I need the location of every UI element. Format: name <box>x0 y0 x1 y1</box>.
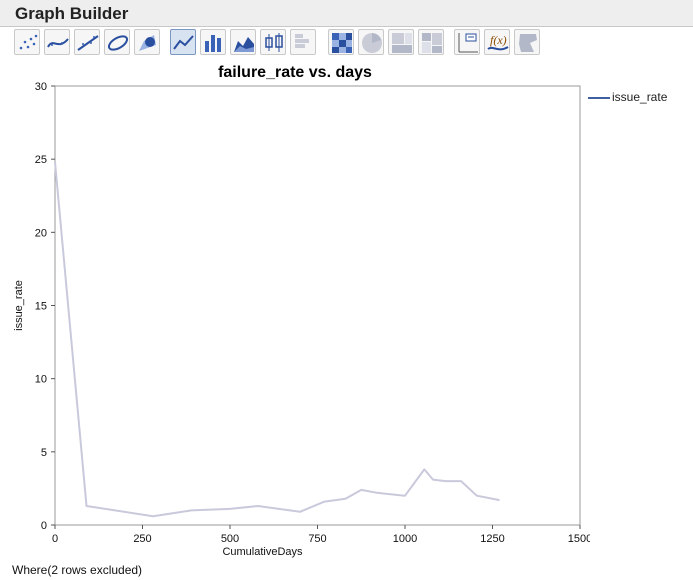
x-tick-label: 500 <box>221 533 239 545</box>
window-title: Graph Builder <box>15 4 129 23</box>
line-of-fit-icon <box>77 35 99 51</box>
y-tick-label: 5 <box>41 447 47 459</box>
heatmap-icon <box>332 33 352 53</box>
x-tick-label: 1000 <box>393 533 417 545</box>
points-graph-button[interactable] <box>14 29 40 55</box>
window-titlebar: Graph Builder <box>0 0 693 27</box>
smoother-graph-button[interactable] <box>44 29 70 55</box>
contour-icon <box>139 35 156 51</box>
pie-graph-button[interactable] <box>358 29 384 55</box>
mosaic-icon <box>422 33 442 53</box>
box-plot-icon <box>265 33 283 52</box>
mosaic-graph-button[interactable] <box>418 29 444 55</box>
treemap-icon <box>392 33 412 53</box>
heatmap-graph-button[interactable] <box>328 29 354 55</box>
x-tick-label: 250 <box>133 533 151 545</box>
x-axis-label: CumulativeDays <box>222 546 303 558</box>
treemap-graph-button[interactable] <box>388 29 414 55</box>
ellipse-icon <box>107 35 129 51</box>
y-axis-label: issue_rate <box>13 280 25 331</box>
svg-text:f(x): f(x) <box>490 33 507 47</box>
map-shapes-graph-button[interactable] <box>514 29 540 55</box>
x-tick-label: 750 <box>308 533 326 545</box>
histogram-graph-button[interactable] <box>290 29 316 55</box>
box-plot-graph-button[interactable] <box>260 29 286 55</box>
area-graph-button[interactable] <box>230 29 256 55</box>
ellipse-graph-button[interactable] <box>104 29 130 55</box>
points-icon <box>19 34 38 50</box>
map-shapes-icon <box>519 34 537 52</box>
chart-title: failure_rate vs. days <box>218 64 372 81</box>
plot-area: 0 5 10 15 20 25 30 0 250 500 750 1000 1250 1500 Cumula… <box>13 81 590 558</box>
bar-graph-button[interactable] <box>200 29 226 55</box>
smoother-icon <box>47 38 69 48</box>
x-tick-label: 0 <box>52 533 58 545</box>
area-icon <box>234 37 254 52</box>
histogram-icon <box>295 34 309 48</box>
bar-icon <box>205 35 221 52</box>
pie-icon <box>362 33 382 53</box>
line-icon <box>173 35 194 50</box>
caption-box-graph-button[interactable] <box>454 29 480 55</box>
legend-swatch <box>588 97 610 99</box>
line-graph-button[interactable] <box>170 29 196 55</box>
where-clause-note: Where(2 rows excluded) <box>12 563 143 577</box>
y-tick-label: 25 <box>35 154 47 166</box>
legend-label: issue_rate <box>612 90 668 104</box>
y-tick-label: 0 <box>41 520 47 532</box>
y-tick-label: 30 <box>35 81 47 93</box>
y-tick-label: 20 <box>35 227 47 239</box>
series-line-issue_rate <box>54 162 500 518</box>
formula-graph-button[interactable]: f(x) <box>484 29 510 55</box>
plot-frame <box>54 85 581 526</box>
formula-icon: f(x) <box>487 33 509 51</box>
contour-graph-button[interactable] <box>134 29 160 55</box>
caption-box-icon <box>458 33 478 53</box>
graph-type-toolbar: f(x) <box>14 28 574 58</box>
x-tick-label: 1250 <box>480 533 504 545</box>
line-of-fit-graph-button[interactable] <box>74 29 100 55</box>
y-tick-label: 15 <box>35 301 47 313</box>
x-tick-label: 1500 <box>568 533 590 545</box>
y-tick-label: 10 <box>35 374 47 386</box>
